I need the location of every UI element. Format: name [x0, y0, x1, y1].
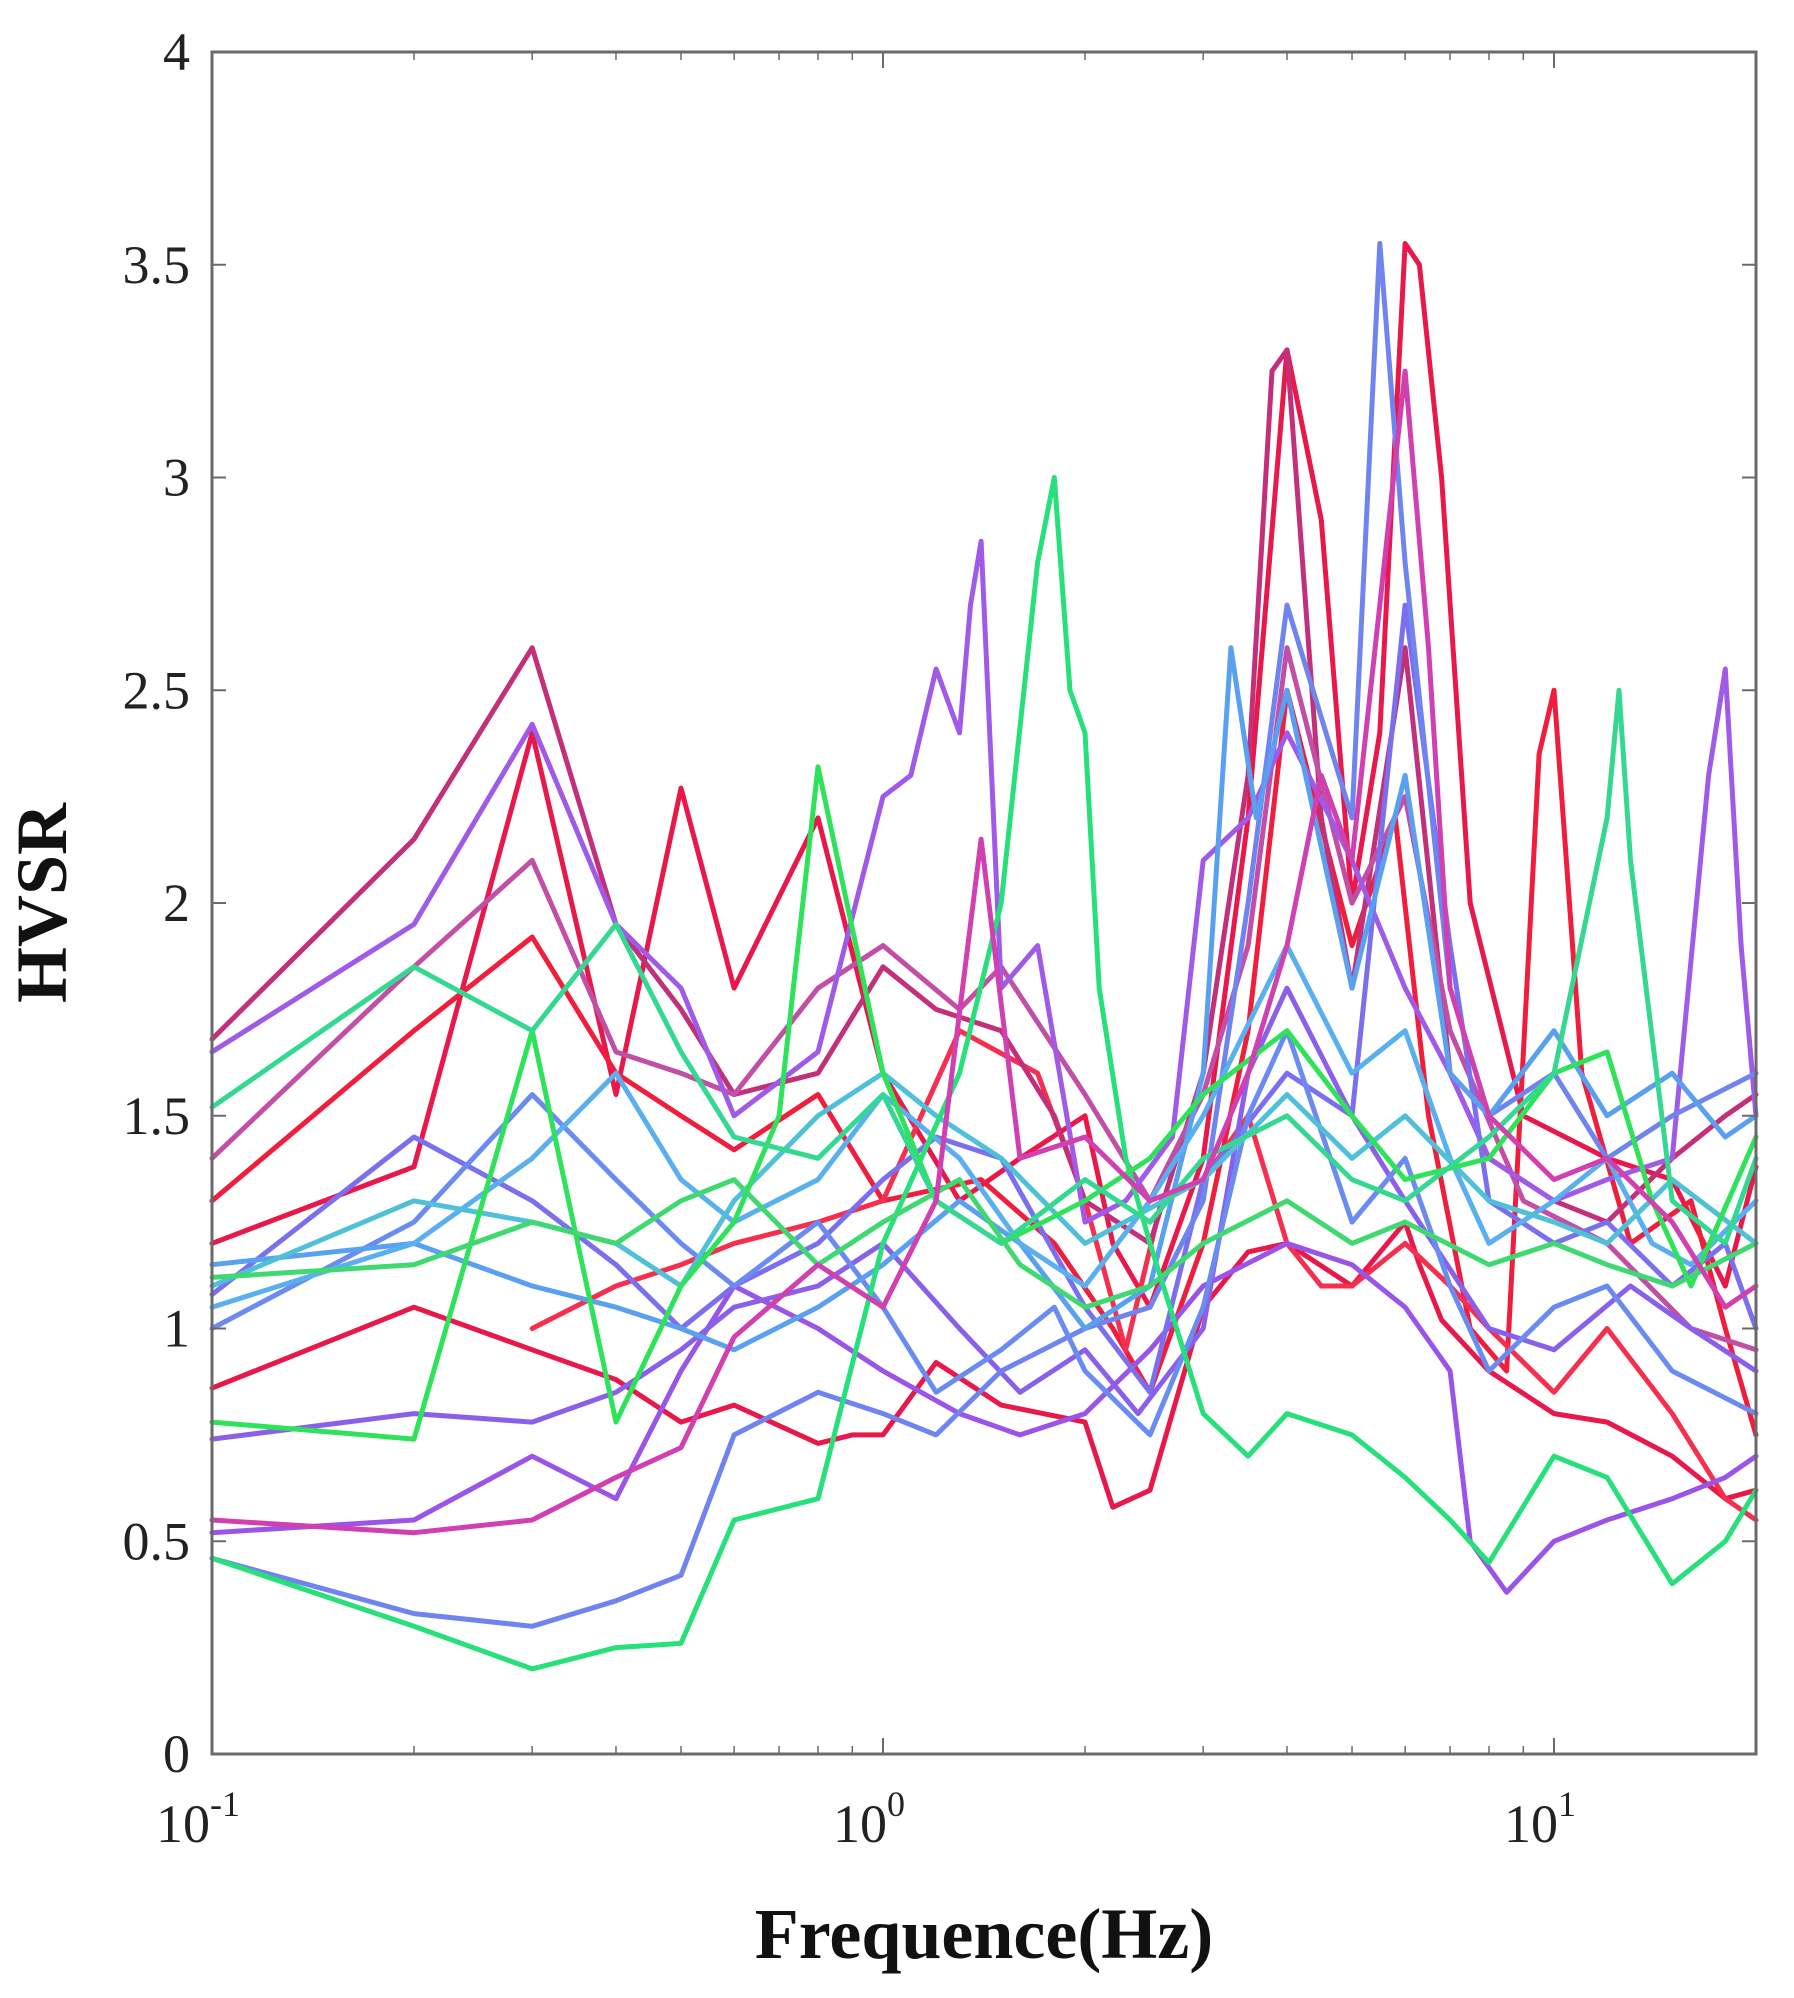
series-line-2: [209, 241, 1759, 1310]
x-tick-label: 101: [1504, 1784, 1576, 1854]
series-line-16: [209, 475, 1759, 1672]
series-line-7: [209, 538, 1759, 1225]
y-tick-label: 2.5: [123, 660, 191, 720]
y-tick-label: 3: [163, 448, 190, 508]
series-line-19: [209, 1177, 1759, 1310]
series-line-8: [209, 1240, 1759, 1595]
series-layer: [209, 241, 1759, 1672]
x-tick-label: 10-1: [156, 1784, 240, 1854]
plot-frame: [210, 50, 1758, 1756]
series-line-11: [209, 241, 1759, 1629]
x-axis-label: Frequence(Hz): [755, 1894, 1214, 1974]
series-line-10: [209, 602, 1759, 1395]
series-line-20: [209, 368, 1759, 1536]
series-line-15: [209, 1070, 1759, 1289]
series-line-17: [209, 764, 1759, 1442]
y-axis-label: HVSR: [2, 802, 82, 1003]
series-line-12: [209, 1028, 1759, 1438]
series-line-3: [209, 687, 1759, 1438]
series-line-13: [209, 645, 1759, 1353]
y-tick-label: 4: [163, 22, 190, 82]
y-tick-label: 1.5: [123, 1086, 191, 1146]
y-tick-label: 3.5: [123, 235, 191, 295]
y-tick-label: 1: [163, 1299, 190, 1359]
tick-labels: 0 0.5 1 1.5 2 2.5 3 3.5 4 10-1 100 101: [123, 22, 1577, 1854]
y-tick-label: 2: [163, 873, 190, 933]
y-tick-label: 0.5: [123, 1511, 191, 1571]
y-tick-label: 0: [163, 1724, 190, 1784]
ticks-layer: [211, 51, 1756, 1755]
x-tick-label: 100: [833, 1784, 905, 1854]
